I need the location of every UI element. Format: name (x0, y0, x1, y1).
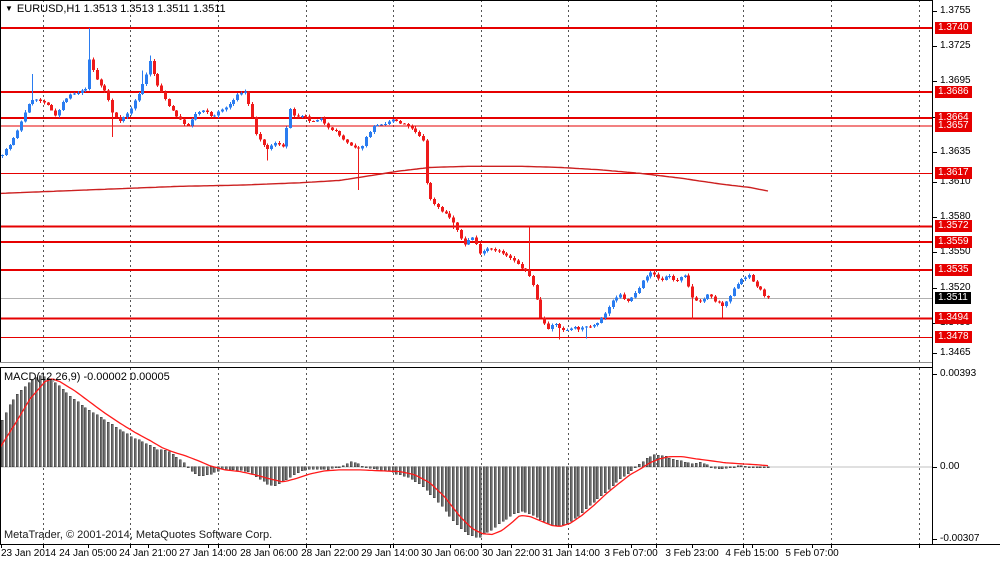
price-tick (933, 216, 937, 218)
level-price-badge: 1.3494 (935, 312, 972, 325)
time-axis-label: 24 Jan 05:00 (59, 548, 117, 559)
time-axis-label: 28 Jan 22:00 (301, 548, 359, 559)
time-tick (390, 545, 391, 548)
level-price-badge: 1.3478 (935, 331, 972, 344)
window-frame-top (0, 0, 1000, 1)
price-axis-label: 1.3550 (940, 246, 971, 258)
time-tick (752, 545, 753, 548)
macd-tick (933, 373, 937, 375)
price-axis-label: 1.3465 (940, 346, 971, 358)
time-tick (208, 545, 209, 548)
price-axis-label: 1.3755 (940, 4, 971, 16)
price-axis-label: 1.3580 (940, 210, 971, 222)
time-tick (743, 545, 744, 548)
time-tick (43, 545, 44, 548)
price-axis-label: 1.3610 (940, 175, 971, 187)
time-tick (330, 545, 331, 548)
time-axis-divider (0, 544, 1000, 545)
macd-axis-label: 0.00 (940, 460, 960, 472)
symbol-marker-icon: ▼ (5, 4, 13, 13)
time-axis-label: 27 Jan 14:00 (179, 548, 237, 559)
price-axis-label: 1.3725 (940, 39, 971, 51)
time-axis-label: 5 Feb 07:00 (785, 548, 839, 559)
time-tick (692, 545, 693, 548)
price-tick (933, 81, 937, 83)
time-axis-label: 23 Jan 2014 (1, 548, 57, 559)
price-axis-label: 1.3520 (940, 281, 971, 293)
time-axis-label: 30 Jan 06:00 (421, 548, 479, 559)
time-tick (148, 545, 149, 548)
time-tick (656, 545, 657, 548)
price-tick (933, 352, 937, 354)
price-axis-divider (932, 0, 933, 545)
time-axis-label: 4 Feb 15:00 (725, 548, 779, 559)
current-price-badge: 1.3511 (935, 292, 971, 305)
time-axis-label: 24 Jan 21:00 (119, 548, 177, 559)
level-price-badge: 1.3740 (935, 22, 972, 35)
time-tick (130, 545, 131, 548)
level-price-badge: 1.3535 (935, 264, 972, 277)
price-tick (933, 10, 937, 12)
time-tick (631, 545, 632, 548)
time-tick (919, 545, 920, 548)
time-tick (393, 545, 394, 548)
time-axis-label: 30 Jan 22:00 (482, 548, 540, 559)
time-axis-label: 28 Jan 06:00 (240, 548, 298, 559)
time-axis[interactable]: 23 Jan 2014 24 Jan 05:00 24 Jan 21:00 27 Ja… (0, 545, 1000, 562)
macd-chart-canvas[interactable] (0, 368, 932, 544)
level-price-badge: 1.3559 (935, 235, 972, 248)
time-axis-label: 31 Jan 14:00 (542, 548, 600, 559)
time-tick (812, 545, 813, 548)
price-axis-label: 1.3635 (940, 146, 971, 158)
window-frame-left (0, 0, 1, 545)
time-tick (450, 545, 451, 548)
time-axis-label: 3 Feb 07:00 (604, 548, 658, 559)
time-tick (218, 545, 219, 548)
macd-tick (933, 466, 937, 468)
time-tick (1, 545, 2, 548)
macd-axis-label: 0.00393 (940, 367, 977, 379)
macd-tick (933, 539, 937, 541)
level-price-badge: 1.3657 (935, 120, 972, 133)
price-tick (933, 252, 937, 254)
time-tick (306, 545, 307, 548)
price-tick (933, 181, 937, 183)
level-price-badge: 1.3617 (935, 167, 972, 180)
price-tick (933, 287, 937, 289)
chart-title-text: EURUSD,H1 1.3513 1.3513 1.3511 1.3511 (16, 3, 226, 15)
time-tick (269, 545, 270, 548)
chart-title: ▼ EURUSD,H1 1.3513 1.3513 1.3511 1.3511 (5, 3, 226, 15)
copyright-text: MetaTrader, © 2001-2014, MetaQuotes Soft… (4, 529, 273, 541)
price-chart-canvas[interactable] (0, 0, 932, 362)
time-tick (88, 545, 89, 548)
pane-splitter[interactable] (0, 362, 1000, 368)
time-tick (831, 545, 832, 548)
level-price-badge: 1.3686 (935, 85, 972, 98)
time-tick (511, 545, 512, 548)
level-price-badge: 1.3572 (935, 220, 972, 233)
price-tick (933, 152, 937, 154)
time-tick (568, 545, 569, 548)
time-tick (481, 545, 482, 548)
time-axis-label: 29 Jan 14:00 (361, 548, 419, 559)
price-tick (933, 45, 937, 47)
time-axis-label: 3 Feb 23:00 (665, 548, 719, 559)
macd-indicator-label: MACD(12,26,9) -0.00002 0.00005 (4, 371, 170, 383)
time-tick (571, 545, 572, 548)
macd-axis-label: -0.00307 (940, 533, 980, 545)
price-axis-label: 1.3695 (940, 75, 971, 87)
price-axis[interactable]: 1.37551.37251.36951.36651.36351.36101.35… (933, 0, 1000, 545)
